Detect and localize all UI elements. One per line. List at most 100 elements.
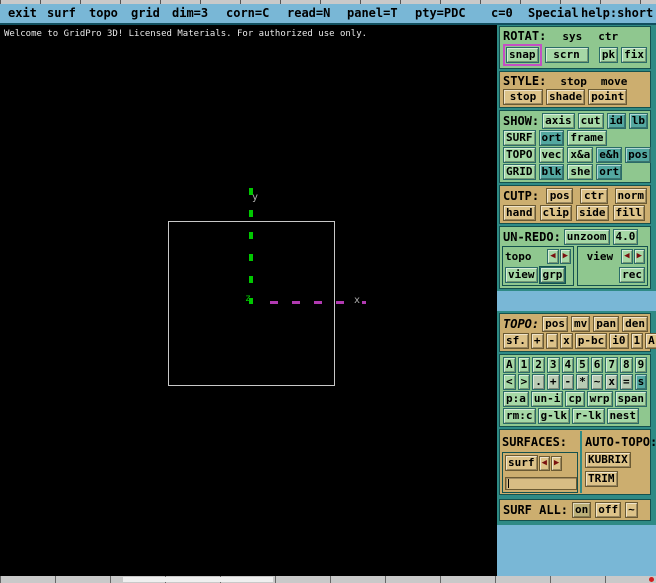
cutp-ctr-button[interactable]: ctr	[580, 188, 608, 204]
key-lt-button[interactable]: <	[503, 374, 516, 390]
topo-pos-button[interactable]: pos	[542, 316, 568, 332]
cutp-fill-button[interactable]: fill	[612, 205, 645, 221]
snap-button[interactable]: snap	[506, 47, 539, 63]
kubrix-button[interactable]: KUBRIX	[585, 452, 631, 468]
key-pa-button[interactable]: p:a	[503, 391, 529, 407]
cutp-clip-button[interactable]: clip	[539, 205, 572, 221]
show-cut-button[interactable]: cut	[577, 113, 604, 129]
menu-item-panel[interactable]: panel=T	[347, 6, 398, 20]
key-cp-button[interactable]: cp	[565, 391, 585, 407]
show-topo-button[interactable]: TOPO	[503, 147, 536, 163]
topo-plus-button[interactable]: +	[530, 333, 544, 349]
key-star-button[interactable]: *	[576, 374, 589, 390]
key-rlk-button[interactable]: r-lk	[572, 408, 605, 424]
trim-button[interactable]: TRIM	[585, 471, 618, 487]
menu-item-dim[interactable]: dim=3	[172, 6, 209, 20]
unzoom-button[interactable]: unzoom	[563, 229, 610, 245]
topo-x-button[interactable]: x	[560, 333, 573, 349]
rec-button[interactable]: rec	[619, 267, 645, 283]
key-7-button[interactable]: 7	[605, 357, 618, 373]
cutp-side-button[interactable]: side	[576, 205, 609, 221]
surfall-off-button[interactable]: off	[595, 502, 622, 518]
menu-item-corn[interactable]: corn=C	[226, 6, 270, 20]
show-surf-button[interactable]: SURF	[503, 130, 536, 146]
key-dot-button[interactable]: .	[532, 374, 545, 390]
show-ort-grid-button[interactable]: ort	[596, 164, 623, 180]
key-2-button[interactable]: 2	[532, 357, 545, 373]
pk-button[interactable]: pk	[598, 47, 619, 63]
key-A-button[interactable]: A	[503, 357, 516, 373]
show-lb-button[interactable]: lb	[628, 113, 648, 129]
key-1-button[interactable]: 1	[517, 357, 531, 373]
bottom-scrollbar[interactable]	[0, 576, 656, 583]
topo-1-button[interactable]: 1	[630, 333, 644, 349]
show-ort-surf-button[interactable]: ort	[538, 130, 565, 146]
show-grid-button[interactable]: GRID	[503, 164, 536, 180]
scrn-button[interactable]: scrn	[544, 47, 589, 63]
topo-next-arrow-icon[interactable]: ▶	[559, 249, 571, 264]
topo-den-button[interactable]: den	[622, 316, 648, 332]
view-next-arrow-icon[interactable]: ▶	[633, 249, 645, 264]
view-prev-arrow-icon[interactable]: ◀	[621, 249, 633, 264]
show-id-button[interactable]: id	[606, 113, 626, 129]
surf-prev-arrow-icon[interactable]: ◀	[538, 455, 550, 471]
show-pos-button[interactable]: pos	[625, 147, 651, 163]
topo-pan-button[interactable]: pan	[593, 316, 620, 332]
key-nest-button[interactable]: nest	[606, 408, 639, 424]
surfall-on-button[interactable]: on	[572, 502, 592, 518]
surf-button[interactable]: surf	[505, 455, 538, 471]
key-8-button[interactable]: 8	[620, 357, 633, 373]
key-plus-button[interactable]: +	[546, 374, 560, 390]
show-axis-button[interactable]: axis	[542, 113, 575, 129]
key-x-button[interactable]: x	[605, 374, 618, 390]
topo-sf-button[interactable]: sf.	[503, 333, 529, 349]
menu-item-pty[interactable]: pty=PDC	[415, 6, 466, 20]
surface-name-input[interactable]	[505, 477, 577, 490]
key-uni-button[interactable]: un-i	[530, 391, 564, 407]
show-xa-button[interactable]: x&a	[567, 147, 594, 163]
cutp-hand-button[interactable]: hand	[503, 205, 536, 221]
topo-view-button[interactable]: view	[505, 267, 538, 283]
key-gt-button[interactable]: >	[517, 374, 531, 390]
style-shade-button[interactable]: shade	[546, 89, 586, 105]
scrollbar-thumb[interactable]	[123, 577, 273, 582]
topo-pbc-button[interactable]: p-bc	[574, 333, 608, 349]
topo-a-button[interactable]: A	[645, 333, 656, 349]
drawing-canvas[interactable]: Welcome to GridPro 3D! Licensed Material…	[0, 25, 497, 576]
key-wrp-button[interactable]: wrp	[586, 391, 613, 407]
topo-prev-arrow-icon[interactable]: ◀	[547, 249, 559, 264]
key-3-button[interactable]: 3	[546, 357, 560, 373]
cutp-pos-button[interactable]: pos	[546, 188, 574, 204]
key-6-button[interactable]: 6	[590, 357, 604, 373]
key-5-button[interactable]: 5	[576, 357, 589, 373]
key-rmc-button[interactable]: rm:c	[503, 408, 536, 424]
show-frame-button[interactable]: frame	[567, 130, 607, 146]
style-point-button[interactable]: point	[588, 89, 628, 105]
topo-minus-button[interactable]: -	[545, 333, 559, 349]
key-s-button[interactable]: s	[634, 374, 648, 390]
key-minus-button[interactable]: -	[561, 374, 575, 390]
menu-item-grid[interactable]: grid	[131, 6, 160, 20]
key-tilde-button[interactable]: ~	[590, 374, 604, 390]
menu-item-surf[interactable]: surf	[47, 6, 76, 20]
key-9-button[interactable]: 9	[634, 357, 648, 373]
grp-button[interactable]: grp	[538, 266, 567, 284]
key-equals-button[interactable]: =	[620, 374, 633, 390]
cutp-norm-button[interactable]: norm	[614, 188, 647, 204]
topo-mv-button[interactable]: mv	[571, 316, 591, 332]
menu-item-special[interactable]: Special	[528, 6, 579, 20]
zoom-factor-button[interactable]: 4.0	[612, 229, 639, 245]
menu-item-c[interactable]: c=0	[491, 6, 513, 20]
show-eh-button[interactable]: e&h	[596, 147, 623, 163]
menu-item-help[interactable]: help:short	[581, 6, 654, 20]
show-vec-button[interactable]: vec	[538, 147, 565, 163]
topo-i0-button[interactable]: i0	[609, 333, 629, 349]
key-span-button[interactable]: span	[614, 391, 647, 407]
style-stop-button[interactable]: stop	[503, 89, 543, 105]
key-4-button[interactable]: 4	[561, 357, 575, 373]
menu-item-read[interactable]: read=N	[287, 6, 331, 20]
show-blk-button[interactable]: blk	[538, 164, 565, 180]
surf-next-arrow-icon[interactable]: ▶	[550, 455, 563, 471]
menu-item-topo[interactable]: topo	[89, 6, 118, 20]
show-she-button[interactable]: she	[567, 164, 594, 180]
